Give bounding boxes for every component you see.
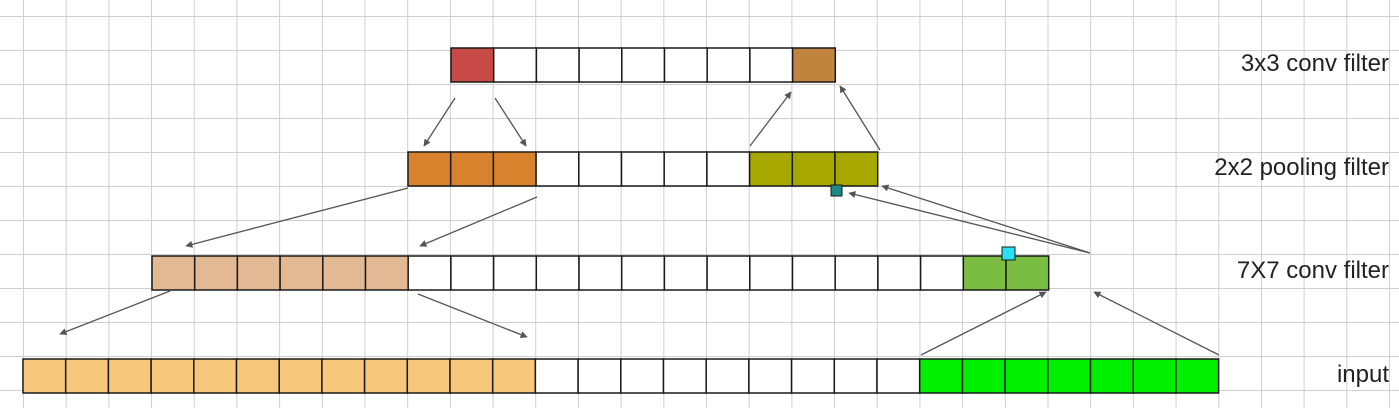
connection-arrow xyxy=(423,97,456,147)
conv7-cell xyxy=(919,255,965,291)
pool-cell xyxy=(578,151,623,187)
conv7-cell xyxy=(620,255,666,291)
input-cell xyxy=(1089,358,1134,394)
conv7-cell xyxy=(407,255,452,291)
pool-cell xyxy=(407,151,452,187)
input-cell xyxy=(235,358,280,394)
conv7-cell xyxy=(663,255,708,291)
input-cell xyxy=(662,358,707,394)
conv3-cell xyxy=(706,47,751,83)
pool-cell xyxy=(748,151,794,187)
conv7-cell xyxy=(535,255,580,291)
connection-arrow xyxy=(494,97,527,147)
input-cell xyxy=(150,358,195,394)
conv7-cell xyxy=(578,255,623,291)
conv7-cell xyxy=(151,255,196,291)
input-label: input xyxy=(1336,361,1389,388)
conv7-cell xyxy=(364,255,409,291)
input-cell xyxy=(790,358,836,394)
connector-handle[interactable] xyxy=(830,184,843,197)
input-cell xyxy=(876,358,921,394)
input-cell xyxy=(705,358,750,394)
conv3-cell xyxy=(791,47,837,83)
pool-cell xyxy=(706,151,751,187)
input-cell xyxy=(534,358,579,394)
connection-arrow xyxy=(749,91,792,147)
input-cell xyxy=(961,358,1006,394)
pool-cell xyxy=(535,151,580,187)
input-cell xyxy=(22,358,67,394)
input-cell xyxy=(620,358,665,394)
conv7-cell xyxy=(492,255,538,291)
input-cell xyxy=(449,358,494,394)
conv7-cell xyxy=(877,255,922,291)
pool-cell xyxy=(791,151,836,187)
conv7-cell xyxy=(834,255,879,291)
conv7-cell xyxy=(236,255,281,291)
connection-arrow xyxy=(419,196,538,247)
conv7-cell xyxy=(749,255,794,291)
input-cell xyxy=(64,358,110,394)
conv7-cell xyxy=(1005,255,1050,291)
conv3-filter-label: 3x3 conv filter xyxy=(1240,50,1389,77)
connection-arrow xyxy=(185,187,409,248)
pool-cell xyxy=(492,151,537,187)
conv3-cell xyxy=(492,47,538,83)
input-cell xyxy=(833,358,878,394)
conv7-cell xyxy=(791,255,836,291)
input-cell xyxy=(321,358,366,394)
connection-arrow xyxy=(417,293,528,338)
conv7-cell xyxy=(706,255,751,291)
input-cell xyxy=(1175,358,1220,394)
connection-arrow xyxy=(59,290,171,335)
conv3-cell xyxy=(450,47,495,83)
pool-cell xyxy=(449,151,495,187)
input-cell xyxy=(107,358,152,394)
connection-arrow xyxy=(839,85,881,151)
input-cell xyxy=(278,358,323,394)
connection-arrow xyxy=(848,191,1091,254)
conv7-cell xyxy=(962,255,1007,291)
input-cell xyxy=(363,358,409,394)
input-cell xyxy=(1132,358,1177,394)
input-cell xyxy=(748,358,793,394)
conv3-cell xyxy=(578,47,623,83)
input-cell xyxy=(1004,358,1049,394)
conv7-cell xyxy=(279,255,324,291)
pool-cell xyxy=(620,151,665,187)
pooling-filter-label: 2x2 pooling filter xyxy=(1214,154,1389,181)
connector-handle[interactable] xyxy=(1001,246,1016,261)
pool-cell xyxy=(834,151,879,187)
input-cell xyxy=(918,358,964,394)
conv3-cell xyxy=(535,47,580,83)
input-cell xyxy=(406,358,451,394)
conv7-cell xyxy=(322,255,367,291)
conv7-filter-label: 7X7 conv filter xyxy=(1236,257,1389,284)
conv7-cell xyxy=(193,255,239,291)
input-cell xyxy=(193,358,238,394)
connection-arrow xyxy=(881,184,1091,254)
conv3-cell xyxy=(663,47,708,83)
input-cell xyxy=(577,358,622,394)
conv3-cell xyxy=(749,47,794,83)
connection-arrow xyxy=(1093,291,1220,356)
pool-cell xyxy=(663,151,708,187)
connection-arrow xyxy=(920,291,1047,356)
input-cell xyxy=(1047,358,1092,394)
conv3-cell xyxy=(621,47,666,83)
input-cell xyxy=(491,358,537,394)
conv7-cell xyxy=(450,255,495,291)
